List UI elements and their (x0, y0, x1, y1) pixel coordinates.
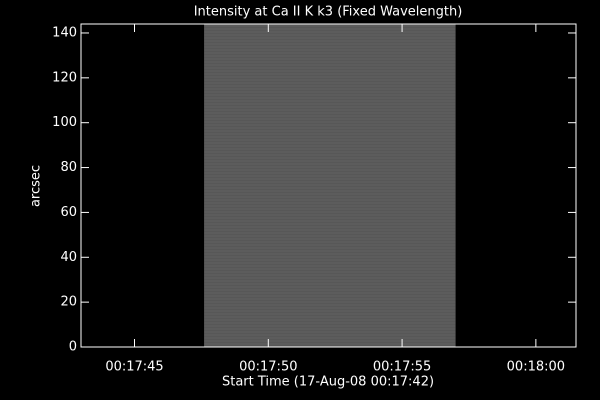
y-tick-label: 100 (52, 115, 77, 130)
y-tick-label: 40 (60, 250, 77, 265)
plot-area (80, 23, 577, 348)
y-tick-label: 120 (52, 70, 77, 85)
y-tick-label: 0 (69, 340, 77, 355)
y-axis-label: arcsec (29, 165, 44, 207)
x-tick-label: 00:17:45 (105, 360, 163, 375)
x-tick-label: 00:17:55 (373, 360, 431, 375)
y-tick-label: 140 (52, 25, 77, 40)
y-tick-label: 20 (60, 295, 77, 310)
y-tick-label: 80 (60, 160, 77, 175)
x-tick-label: 00:18:00 (507, 360, 565, 375)
chart-title: Intensity at Ca II K k3 (Fixed Wavelengt… (194, 5, 463, 20)
image-texture (204, 24, 456, 347)
x-tick-label: 00:17:50 (239, 360, 297, 375)
axis-frame (80, 23, 577, 348)
y-tick-label: 60 (60, 205, 77, 220)
x-axis-label: Start Time (17-Aug-08 00:17:42) (222, 375, 434, 390)
